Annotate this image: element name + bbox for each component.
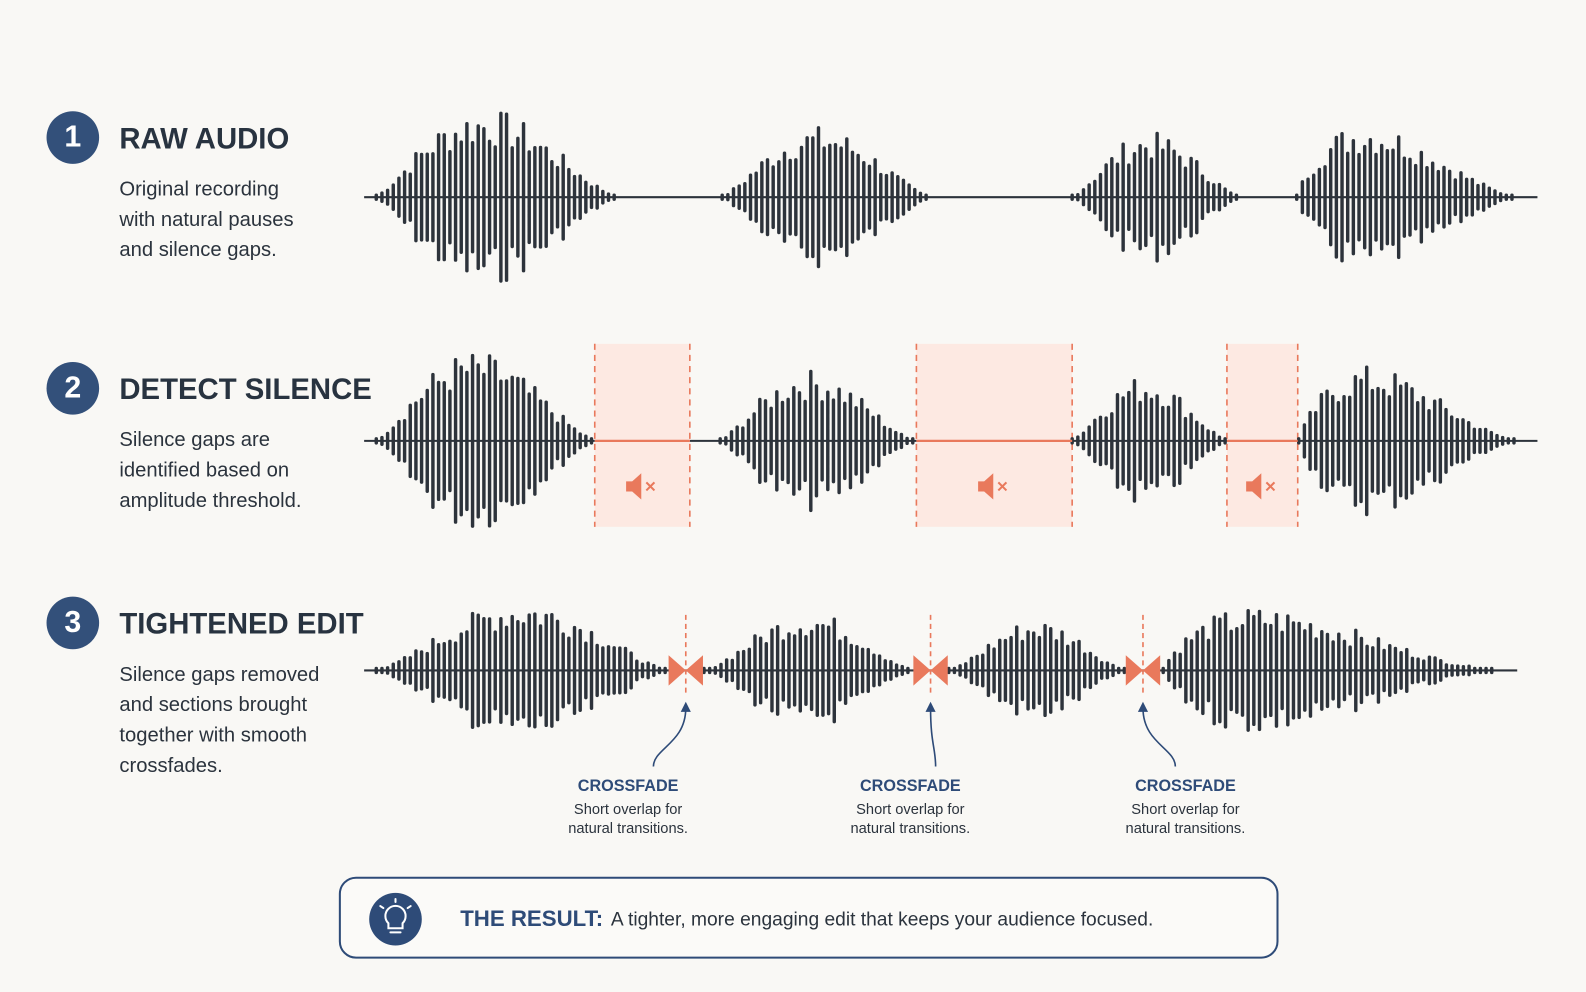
waveform-burst (374, 111, 616, 283)
step-description: identified based on (119, 460, 289, 482)
silence-region (916, 343, 1073, 527)
step-description: Silence gaps are (119, 429, 270, 451)
crossfade-markers: CROSSFADE Short overlap for natural transi… (568, 614, 1246, 837)
crossfade-arrow (929, 707, 937, 767)
waveform-burst (1294, 131, 1514, 263)
waveform-burst (374, 353, 594, 528)
speaker (626, 473, 642, 500)
crossfade-description: Short overlap for (574, 802, 682, 818)
arrowhead (1137, 701, 1149, 712)
waveform-burst (1161, 609, 1494, 732)
crossfade-description: natural transitions. (850, 821, 970, 837)
step-title: RAW AUDIO (119, 122, 289, 155)
step-title: TIGHTENED EDIT (119, 608, 363, 641)
step-description: Silence gaps removed (119, 664, 319, 686)
mute-cross (1265, 481, 1276, 492)
silence-region (1226, 343, 1298, 527)
step-description: crossfades. (119, 755, 222, 777)
crossfade-title: CROSSFADE (860, 777, 961, 795)
bulb-ray (406, 905, 412, 910)
speaker (1246, 473, 1262, 500)
crossfade-title: CROSSFADE (1135, 777, 1236, 795)
bulb-glyph (379, 897, 412, 934)
mute-cross (645, 481, 656, 492)
result-text: A tighter, more engaging edit that keeps… (611, 909, 1153, 930)
step-description: and sections brought (119, 694, 307, 716)
step-description: with natural pauses (118, 209, 293, 231)
step-description: together with smooth (119, 725, 307, 747)
arrowhead (925, 701, 936, 712)
waveform-burst (720, 126, 928, 269)
step-title: DETECT SILENCE (119, 373, 371, 406)
waveform-burst (947, 623, 1127, 718)
silence-region (594, 343, 690, 527)
bulb-ray (379, 905, 385, 910)
mute-icons (626, 473, 1276, 500)
step-badge (46, 596, 100, 650)
crossfade-description: natural transitions. (568, 821, 688, 837)
result-box (338, 876, 1279, 959)
bulb-shape (384, 904, 407, 930)
mute-cross (997, 481, 1008, 492)
step-number: 1 (64, 121, 81, 154)
step-badge (46, 111, 100, 164)
waveform-burst (374, 611, 667, 729)
waveform-burst (718, 369, 915, 513)
step-description: and silence gaps. (119, 239, 276, 261)
crossfade-description: natural transitions. (1126, 821, 1246, 837)
result-label: THE RESULT: (460, 906, 603, 931)
crossfade-arrow (1142, 707, 1177, 767)
waveform-burst (1070, 131, 1239, 263)
bulb-icon (369, 892, 422, 946)
silence-regions (593, 343, 1299, 527)
arrowhead (680, 701, 691, 712)
crossfade-arrow (652, 707, 687, 767)
waveform-burst (1297, 365, 1516, 517)
step-badge (46, 362, 100, 415)
crossfade-description: Short overlap for (856, 802, 964, 818)
waveforms (364, 111, 1538, 732)
waveform-burst (702, 617, 910, 724)
step-description: Original recording (119, 178, 279, 200)
crossfade-title: CROSSFADE (578, 777, 679, 795)
step-number: 2 (64, 371, 81, 404)
step-description: amplitude threshold. (119, 490, 301, 512)
step-number: 3 (64, 606, 81, 639)
speaker (978, 473, 994, 500)
crossfade-description: Short overlap for (1131, 802, 1239, 818)
